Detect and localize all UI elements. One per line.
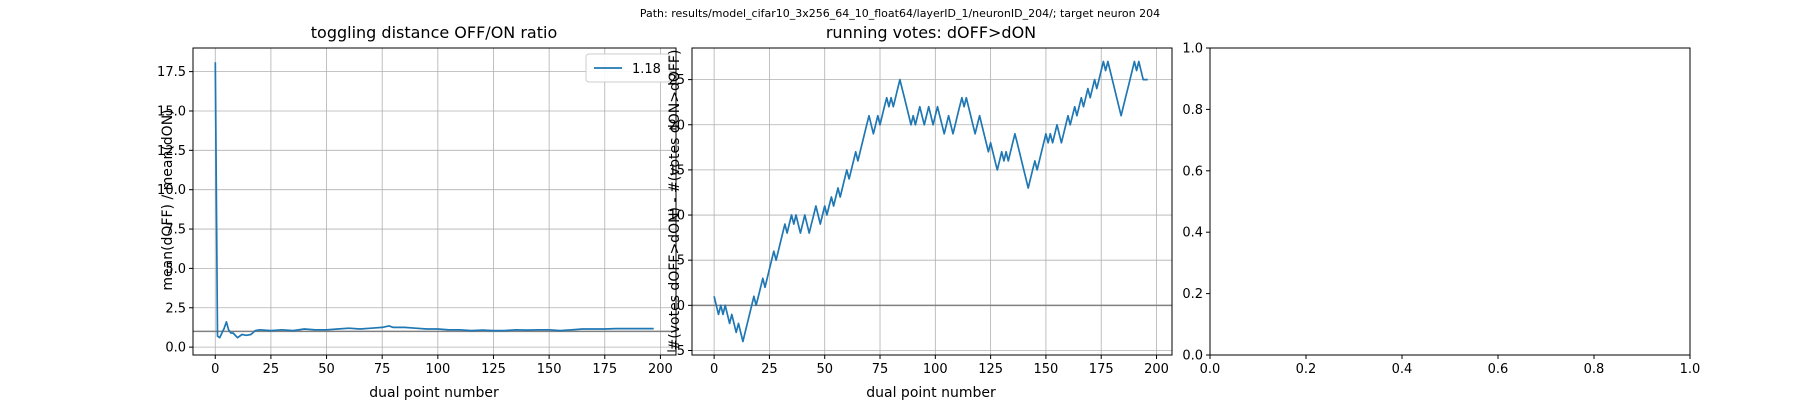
x-tick-label-0: 0.0 [1200,362,1221,377]
y-tick-label-4: 15 [668,163,685,178]
chart-empty: 0.0 0.2 0.4 0.6 0.8 1.0 0.0 0.2 0.4 0.6 0.8 1.0 [1182,42,1700,378]
y-axis-label: #(votes dOFF>dON) - #(votes dON>dOFF) [667,50,683,351]
y-tick-label-5: 12.5 [157,144,186,159]
chart-ratio: toggling distance OFF/ON ratio dual poin… [157,23,677,400]
y-tick-label-3: 7.5 [165,223,186,238]
x-axis-label: dual point number [369,385,499,400]
x-tick-label-1: 25 [263,362,280,377]
x-tick-label-7: 175 [1089,362,1114,377]
plot-frame [691,47,1173,356]
y-tick-label-2: 0.4 [1182,226,1203,241]
legend: 1.18 [585,53,671,83]
y-tick-label-7: 17.5 [157,65,186,80]
x-tick-label-3: 75 [872,362,889,377]
y-tick-label-6: 15.0 [157,104,186,119]
y-tick-label-1: 0.2 [1182,287,1203,302]
y-tick-label-4: 0.8 [1182,103,1203,118]
x-tick-label-5: 125 [481,362,506,377]
x-tick-label-2: 50 [816,362,833,377]
x-tick-label-3: 0.6 [1488,362,1509,377]
x-axis-label: dual point number [866,385,996,400]
series-line-0 [713,60,1148,343]
y-tick-label-5: 1.0 [1182,42,1203,57]
y-tick-label-3: 0.6 [1182,164,1203,179]
x-tick-label-5: 125 [978,362,1003,377]
x-tick-label-0: 0 [211,362,219,377]
plot-frame [1209,47,1691,356]
y-tick-label-2: 5 [677,254,685,269]
x-tick-label-8: 200 [1144,362,1169,377]
y-tick-label-1: 0 [677,299,685,314]
x-tick-label-1: 25 [761,362,778,377]
y-axis-label: mean(dOFF) / mean(dON) [160,109,176,290]
x-tick-label-6: 150 [1034,362,1059,377]
series-line-0 [214,62,654,339]
x-tick-label-7: 175 [592,362,617,377]
x-tick-label-4: 100 [425,362,450,377]
x-tick-label-1: 0.2 [1296,362,1317,377]
chart-running-votes: running votes: dOFF>dON dual point numbe… [666,23,1173,400]
y-tick-label-5: 20 [668,118,685,133]
y-tick-label-4: 10.0 [157,183,186,198]
x-tick-label-6: 150 [537,362,562,377]
x-tick-label-0: 0 [710,362,718,377]
x-tick-label-3: 75 [374,362,391,377]
y-tick-label-0: −5 [666,344,685,359]
plot-frame [192,47,677,356]
y-tick-label-6: 25 [668,73,685,88]
y-tick-label-0: 0.0 [165,341,186,356]
x-tick-label-8: 200 [648,362,673,377]
x-tick-label-5: 1.0 [1680,362,1701,377]
x-tick-label-2: 0.4 [1392,362,1413,377]
chart-title: running votes: dOFF>dON [826,23,1036,42]
y-tick-label-3: 10 [668,209,685,224]
x-tick-label-4: 100 [923,362,948,377]
y-tick-label-2: 5.0 [165,262,186,277]
y-tick-label-0: 0.0 [1182,349,1203,364]
x-tick-label-4: 0.8 [1584,362,1605,377]
figure-suptitle: Path: results/model_cifar10_3x256_64_10_… [640,7,1160,20]
x-tick-label-2: 50 [318,362,335,377]
legend-entry: 1.18 [632,62,661,77]
y-tick-label-1: 2.5 [165,301,186,316]
chart-title: toggling distance OFF/ON ratio [311,23,557,42]
legend-box [585,53,671,83]
